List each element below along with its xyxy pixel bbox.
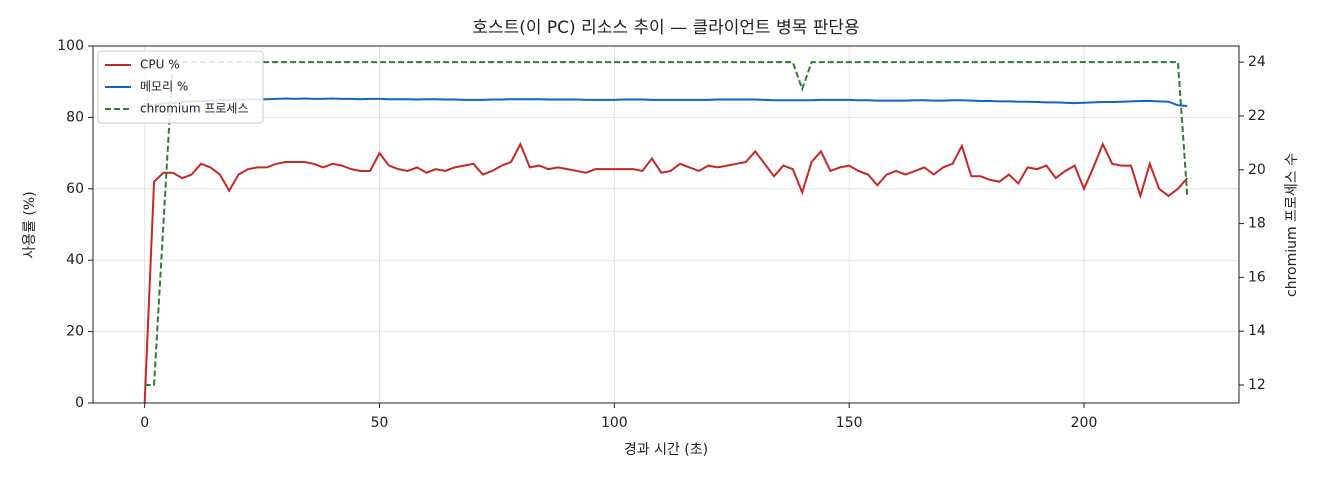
plot-frame [92, 45, 1240, 404]
x-tick-label: 50 [371, 415, 389, 431]
data-line [143, 141, 1189, 404]
legend-box [97, 50, 264, 124]
x-axis-label: 경과 시간 (초) [624, 442, 708, 458]
y2-tick-label: 24 [1248, 54, 1266, 70]
y-tick-label: 40 [66, 252, 84, 268]
y-tick-label: 0 [75, 395, 84, 411]
y2-tick-label: 18 [1248, 216, 1266, 232]
data-line [144, 61, 1189, 386]
y2-tick-label: 12 [1248, 377, 1266, 393]
x-tick-label: 150 [836, 415, 863, 431]
y-tick-label: 20 [66, 324, 84, 340]
chart-title: 호스트(이 PC) 리소스 추이 — 클라이언트 병목 판단용 [472, 18, 859, 38]
x-tick-label: 0 [140, 415, 149, 431]
y-tick-label: 80 [66, 109, 84, 125]
y-tick-label: 100 [57, 38, 84, 54]
y2-axis-label: chromium 프로세스 수 [1284, 153, 1300, 297]
y2-tick-label: 22 [1248, 108, 1266, 124]
y2-tick-label: 14 [1248, 323, 1266, 339]
y2-tick-label: 20 [1248, 162, 1266, 178]
legend-label: chromium 프로세스 [140, 102, 249, 116]
y-axis-label: 사용률 (%) [22, 191, 38, 258]
x-tick-label: 200 [1071, 415, 1098, 431]
legend-label: 메모리 % [140, 80, 188, 94]
x-tick-label: 100 [601, 415, 628, 431]
y2-tick-label: 16 [1248, 269, 1266, 285]
y-tick-label: 60 [66, 181, 84, 197]
data-line [144, 97, 1188, 108]
legend-label: CPU % [140, 58, 180, 72]
